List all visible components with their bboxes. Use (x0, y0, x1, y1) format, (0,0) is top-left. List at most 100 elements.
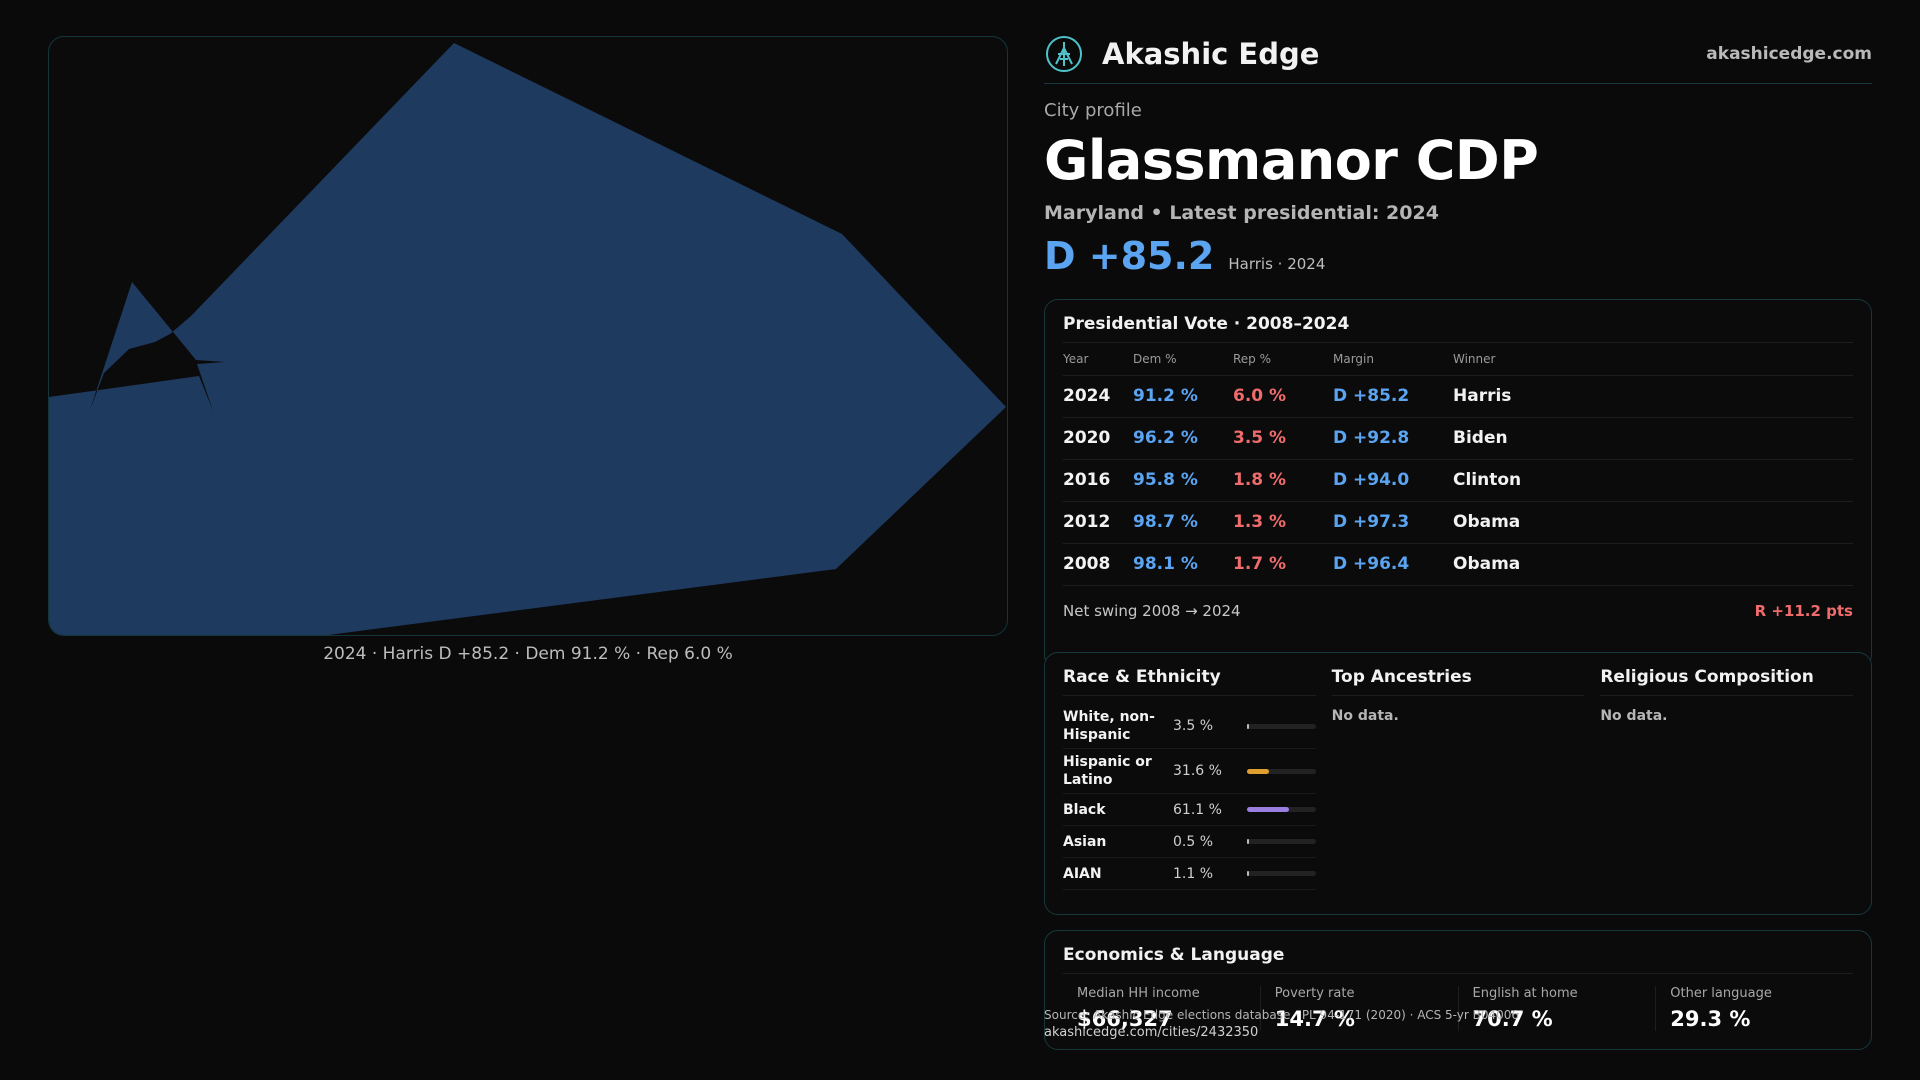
source-url[interactable]: akashicedge.com/cities/2432350 (1044, 1025, 1259, 1040)
list-item: White, non-Hispanic 3.5 % (1063, 704, 1316, 749)
section-title: Religious Composition (1600, 667, 1854, 696)
table-header-row: Year Dem % Rep % Margin Winner (1063, 343, 1853, 376)
list-item: Hispanic or Latino 31.6 % (1063, 749, 1316, 794)
map-panel (48, 36, 1008, 636)
card-title: Presidential Vote · 2008–2024 (1063, 314, 1853, 343)
table-row: 2012 98.7 % 1.3 % D +97.3 Obama (1063, 501, 1853, 544)
race-label: Asian (1063, 833, 1107, 850)
year-cell: 2008 (1063, 543, 1133, 586)
dem-cell: 91.2 % (1133, 375, 1233, 418)
brand-name: Akashic Edge (1102, 36, 1320, 71)
race-label: AIAN (1063, 865, 1102, 882)
swing-value: R +11.2 pts (1754, 601, 1853, 620)
page-title: Glassmanor CDP (1044, 129, 1539, 192)
top-ancestries-section: Top Ancestries No data. (1331, 667, 1585, 890)
stat-label: Other language (1670, 986, 1772, 1001)
presidential-vote-card: Presidential Vote · 2008–2024 Year Dem %… (1044, 299, 1872, 669)
list-item: AIAN 1.1 % (1063, 858, 1316, 890)
race-bar-track (1247, 768, 1316, 774)
religious-composition-section: Religious Composition No data. (1600, 667, 1854, 890)
winner-cell: Clinton (1453, 459, 1853, 502)
source-text: Source: Akashic Edge elections database … (1044, 1008, 1520, 1022)
list-item: Black 61.1 % (1063, 794, 1316, 826)
stat-label: English at home (1472, 986, 1578, 1001)
margin-note: Harris · 2024 (1228, 255, 1326, 273)
dem-cell: 95.8 % (1133, 459, 1233, 502)
rep-cell: 3.5 % (1233, 417, 1333, 460)
demographics-card: Race & Ethnicity White, non-Hispanic 3.5… (1044, 652, 1872, 915)
map-caption: 2024 · Harris D +85.2 · Dem 91.2 % · Rep… (323, 644, 733, 664)
rep-cell: 1.8 % (1233, 459, 1333, 502)
margin-cell: D +94.0 (1333, 459, 1453, 502)
margin-cell: D +92.8 (1333, 417, 1453, 460)
brand-header: Akashic Edge akashicedge.com (1044, 32, 1872, 84)
race-label: Black (1063, 801, 1106, 818)
dem-cell: 98.7 % (1133, 501, 1233, 544)
dem-cell: 96.2 % (1133, 417, 1233, 460)
winner-cell: Obama (1453, 543, 1853, 586)
compass-tree-icon (1046, 35, 1082, 72)
stat-item: Other language 29.3 % (1655, 986, 1853, 1031)
city-boundary-shape (49, 43, 1006, 635)
margin-cell: D +85.2 (1333, 375, 1453, 418)
race-bar-track (1247, 807, 1316, 812)
card-title: Economics & Language (1063, 945, 1853, 974)
table-row: 2008 98.1 % 1.7 % D +96.4 Obama (1063, 543, 1853, 586)
race-value: 0.5 % (1173, 833, 1214, 850)
column-header: Margin (1333, 343, 1453, 376)
no-data-text: No data. (1600, 708, 1668, 724)
rep-cell: 1.7 % (1233, 543, 1333, 586)
stat-item: Median HH income $66,327 (1063, 986, 1260, 1031)
race-bar-track (1247, 723, 1316, 729)
race-value: 3.5 % (1173, 718, 1214, 734)
race-bar-fill (1247, 871, 1249, 876)
section-title: Race & Ethnicity (1063, 667, 1316, 696)
race-ethnicity-section: Race & Ethnicity White, non-Hispanic 3.5… (1063, 667, 1316, 890)
race-value: 1.1 % (1173, 865, 1214, 882)
stat-item: Poverty rate 14.7 % (1259, 986, 1458, 1031)
year-cell: 2012 (1063, 501, 1133, 544)
stat-item: English at home 70.7 % (1457, 986, 1656, 1031)
column-header: Dem % (1133, 343, 1233, 376)
brand-url[interactable]: akashicedge.com (1706, 43, 1872, 64)
race-bar-track (1247, 839, 1316, 844)
year-cell: 2020 (1063, 417, 1133, 460)
margin-cell: D +97.3 (1333, 501, 1453, 544)
race-label: White, non-Hispanic (1063, 709, 1155, 743)
net-swing-row: Net swing 2008 → 2024 R +11.2 pts (1063, 602, 1853, 620)
race-list: White, non-Hispanic 3.5 % Hispanic or La… (1063, 704, 1316, 890)
race-value: 31.6 % (1173, 763, 1222, 779)
rep-cell: 6.0 % (1233, 375, 1333, 418)
source-footer: Source: Akashic Edge elections database … (1044, 1006, 1872, 1042)
race-label: Hispanic or Latino (1063, 754, 1152, 788)
rep-cell: 1.3 % (1233, 501, 1333, 544)
list-item: Asian 0.5 % (1063, 826, 1316, 858)
winner-cell: Biden (1453, 417, 1853, 460)
stat-label: Poverty rate (1274, 986, 1355, 1001)
stat-label: Median HH income (1077, 986, 1200, 1001)
headline-margin: D +85.2 Harris · 2024 (1044, 234, 1872, 278)
swing-label: Net swing 2008 → 2024 (1063, 601, 1241, 620)
section-title: Top Ancestries (1331, 667, 1585, 696)
column-header: Rep % (1233, 343, 1333, 376)
table-row: 2016 95.8 % 1.8 % D +94.0 Clinton (1063, 459, 1853, 502)
year-cell: 2016 (1063, 459, 1133, 502)
stat-value: 70.7 % (1472, 1007, 1553, 1031)
stat-value: 14.7 % (1274, 1007, 1355, 1031)
profile-panel: Akashic Edge akashicedge.com City profil… (1044, 32, 1872, 1050)
city-boundary-map (49, 43, 1006, 635)
page-kicker: City profile (1044, 100, 1142, 121)
year-cell: 2024 (1063, 375, 1133, 418)
column-header: Year (1063, 343, 1133, 376)
margin-value: D +85.2 (1044, 234, 1215, 278)
race-bar-track (1247, 871, 1316, 876)
race-bar-fill (1247, 807, 1289, 812)
stat-value: $66,327 (1077, 1007, 1173, 1031)
column-header: Winner (1453, 343, 1853, 376)
page-subtitle: Maryland • Latest presidential: 2024 (1044, 202, 1439, 224)
race-value: 61.1 % (1173, 801, 1222, 818)
winner-cell: Harris (1453, 375, 1853, 418)
table-row: 2024 91.2 % 6.0 % D +85.2 Harris (1063, 375, 1853, 418)
stat-value: 29.3 % (1670, 1007, 1751, 1031)
margin-cell: D +96.4 (1333, 543, 1453, 586)
